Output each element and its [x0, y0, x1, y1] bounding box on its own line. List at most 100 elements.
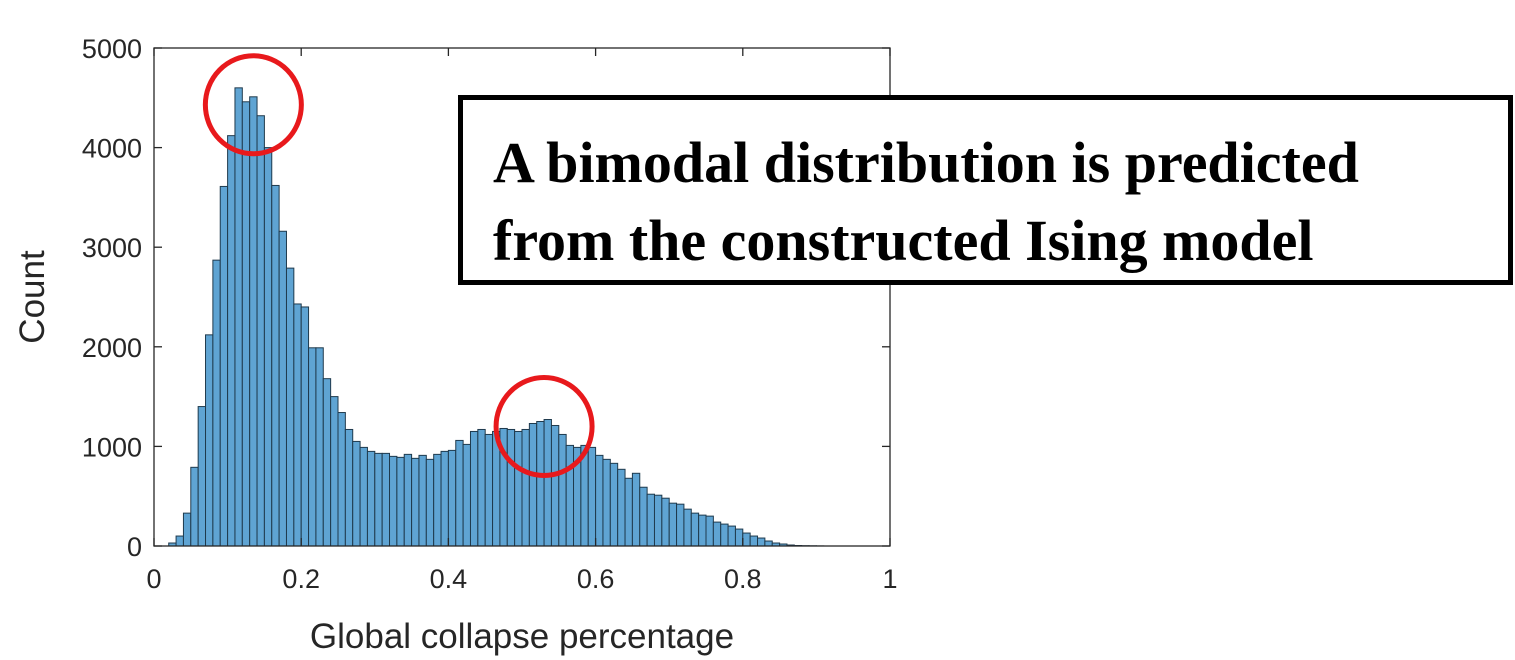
y-tick-label: 1000 [82, 432, 142, 462]
y-tick-label: 4000 [82, 134, 142, 164]
histogram-bar [403, 453, 413, 547]
histogram-bar [433, 453, 442, 547]
histogram-bar [764, 540, 773, 547]
histogram-bar [455, 439, 464, 547]
histogram-bar [757, 537, 766, 547]
second-peak-highlight-circle [493, 374, 595, 478]
histogram-bar [389, 455, 398, 547]
histogram-bar [609, 462, 619, 547]
histogram-bar [447, 449, 457, 547]
histogram-bar [227, 135, 236, 547]
histogram-bar [344, 428, 354, 547]
histogram-bar [374, 452, 383, 547]
histogram-bar [352, 440, 361, 547]
histogram-bar [190, 466, 199, 547]
axes-box [153, 47, 891, 547]
histogram-bar [241, 101, 251, 547]
histogram-bar [366, 450, 376, 547]
histogram-bar [668, 502, 678, 547]
histogram-bar [698, 514, 707, 547]
annotation-layer [202, 53, 595, 478]
histogram-bar [285, 267, 295, 547]
histogram-bar [742, 532, 751, 547]
histogram-bar [359, 446, 368, 547]
x-tick-label: 0.4 [430, 564, 468, 594]
histogram-bar [749, 535, 759, 547]
y-tick-label: 0 [127, 532, 142, 562]
histogram-bar [639, 486, 648, 547]
callout-line-1: A bimodal distribution is predicted [493, 130, 1359, 195]
histogram-bar [506, 428, 516, 547]
histogram-bar [617, 468, 626, 547]
histogram-bar [550, 424, 560, 547]
x-tick-label: 0 [146, 564, 161, 594]
histogram-bar [381, 452, 391, 547]
histogram-bar [477, 428, 486, 547]
ticks-layer: 0 0.2 0.4 0.6 0.8 1 0 1000 2000 3000 4000 5000 [82, 34, 898, 594]
bars-layer [168, 87, 825, 547]
histogram-bar [197, 406, 207, 547]
y-tick-label: 5000 [82, 34, 142, 64]
histogram-bar [411, 457, 420, 547]
histogram-bar [440, 450, 449, 547]
histogram-bar [705, 515, 714, 547]
histogram-bar [234, 87, 243, 547]
histogram-bar [396, 456, 405, 547]
histogram-bar [683, 508, 692, 547]
y-tick-label: 2000 [82, 333, 142, 363]
histogram-bar [661, 497, 670, 547]
histogram-bar [712, 521, 722, 547]
histogram-bar [205, 334, 214, 547]
y-axis-label: Count [13, 250, 52, 344]
histogram-bar [484, 433, 494, 547]
histogram-bar [558, 433, 567, 547]
histogram-bar [219, 185, 229, 547]
histogram-bar [469, 430, 479, 547]
first-peak-highlight-circle [202, 53, 304, 157]
x-tick-label: 0.6 [577, 564, 615, 594]
x-tick-label: 1 [882, 564, 897, 594]
histogram-bar [646, 493, 655, 547]
histogram-bar [249, 96, 258, 547]
histogram-bar [521, 428, 530, 547]
histogram-bar [536, 421, 545, 547]
histogram-bar [182, 512, 192, 547]
y-tick-label: 3000 [82, 233, 142, 263]
histogram-bar [690, 512, 700, 547]
histogram-bar [676, 503, 685, 547]
histogram-bar [565, 444, 575, 547]
axes-layer [153, 47, 891, 547]
x-axis-label: Global collapse percentage [310, 617, 734, 656]
histogram-bar [293, 303, 302, 547]
histogram-bar [337, 412, 346, 547]
histogram-bar [734, 528, 744, 547]
histogram-bar [462, 443, 471, 547]
histogram-bar [631, 472, 641, 547]
histogram-bar [308, 347, 317, 547]
histogram-bar [418, 454, 427, 547]
histogram-bar [300, 306, 310, 547]
histogram-bar [595, 454, 604, 547]
histogram-bar [624, 477, 633, 547]
histogram-bar [330, 396, 339, 547]
histogram-bar [425, 458, 435, 547]
callout-line-2: from the constructed Ising model [493, 208, 1314, 273]
histogram-bar [602, 458, 611, 547]
histogram-bar [587, 446, 597, 547]
x-tick-label: 0.8 [724, 564, 762, 594]
callout-box: A bimodal distribution is predicted from… [458, 95, 1513, 285]
histogram-bar [322, 378, 332, 547]
histogram-bar [175, 535, 184, 547]
x-tick-label: 0.2 [282, 564, 320, 594]
histogram-bar [212, 259, 221, 547]
histogram-bar [653, 494, 663, 547]
histogram-bar [727, 525, 736, 547]
histogram-bar [720, 523, 729, 547]
histogram-bar [263, 147, 273, 547]
histogram-bar [256, 115, 265, 547]
histogram-bar [528, 422, 538, 547]
histogram-bar [543, 419, 552, 547]
histogram-bar [278, 230, 287, 547]
histogram-bar [514, 430, 523, 547]
